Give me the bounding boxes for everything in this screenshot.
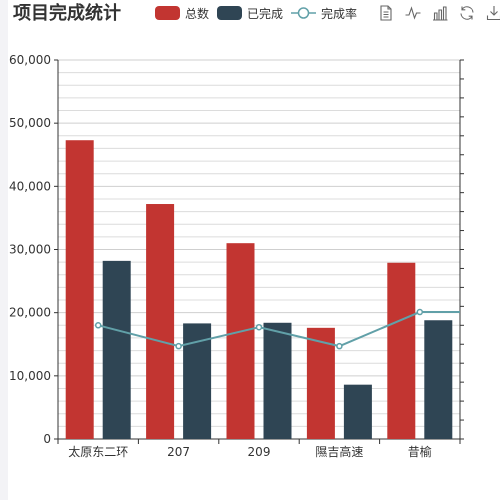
rate-point — [416, 308, 424, 316]
bar-completed — [424, 320, 453, 439]
bar-total — [65, 140, 94, 439]
legend-swatch-completed — [217, 6, 243, 20]
legend-label-rate: 完成率 — [321, 6, 358, 21]
bar-completed — [102, 260, 131, 439]
rate-point — [175, 342, 182, 350]
rate-point — [94, 322, 102, 329]
left-edge-strip — [0, 0, 8, 500]
rate-line — [97, 311, 460, 348]
legend-label-total: 总数 — [185, 6, 210, 21]
bar-completed — [343, 384, 372, 439]
y-tick-label: 60,000 — [9, 53, 51, 67]
rate-point — [336, 342, 343, 350]
legend-line-marker-icon — [291, 7, 317, 19]
bar-chart-icon[interactable] — [431, 4, 449, 22]
legend-swatch-total — [155, 6, 180, 20]
bar-total — [306, 327, 335, 439]
chart-title: 项目完成统计 — [13, 3, 121, 24]
chart-legend: 总数 已完成 完成率 — [155, 4, 365, 22]
legend-label-completed: 已完成 — [247, 6, 284, 21]
y-tick-label: 50,000 — [9, 116, 51, 130]
bar-total — [387, 262, 416, 439]
bar-completed — [263, 322, 292, 439]
legend-item-completed[interactable]: 已完成 — [217, 5, 283, 22]
bar-completed — [183, 323, 212, 439]
y-tick-label: 20,000 — [9, 306, 51, 320]
y-tick-label: 30,000 — [9, 243, 51, 257]
chart-toolbox — [377, 4, 500, 22]
x-tick-label: 太原东二环 — [68, 444, 128, 459]
legend-item-rate[interactable]: 完成率 — [291, 5, 357, 22]
bar-total — [226, 243, 255, 439]
x-tick-label: 隰吉高速 — [315, 444, 363, 459]
x-tick-label: 207 — [167, 445, 190, 459]
x-tick-label: 209 — [248, 445, 271, 459]
line-chart-icon[interactable] — [404, 4, 422, 22]
y-tick-label: 10,000 — [9, 369, 51, 383]
restore-icon[interactable] — [458, 4, 476, 22]
x-tick-label: 昔榆 — [408, 444, 432, 459]
data-view-icon[interactable] — [377, 4, 395, 22]
y-tick-label: 40,000 — [9, 179, 51, 193]
y-tick-label: 0 — [43, 432, 51, 446]
bar-total — [146, 204, 175, 439]
rate-point — [255, 323, 263, 331]
save-image-icon[interactable] — [485, 4, 500, 22]
legend-item-total[interactable]: 总数 — [155, 5, 209, 22]
